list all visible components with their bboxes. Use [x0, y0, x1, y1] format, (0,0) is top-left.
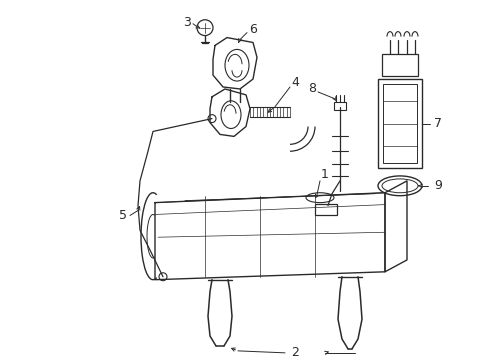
- Text: 4: 4: [290, 76, 298, 89]
- Text: 3: 3: [183, 16, 190, 29]
- Text: 1: 1: [321, 168, 328, 181]
- Text: 6: 6: [248, 23, 256, 36]
- Text: 7: 7: [433, 117, 441, 130]
- Bar: [333, 102, 346, 110]
- Text: 9: 9: [433, 179, 441, 192]
- Bar: [377, 79, 421, 168]
- Bar: [314, 204, 336, 216]
- Bar: [382, 84, 416, 163]
- Text: 5: 5: [119, 209, 127, 222]
- Text: 8: 8: [307, 82, 315, 95]
- Text: 2: 2: [290, 346, 298, 359]
- Bar: [381, 54, 417, 76]
